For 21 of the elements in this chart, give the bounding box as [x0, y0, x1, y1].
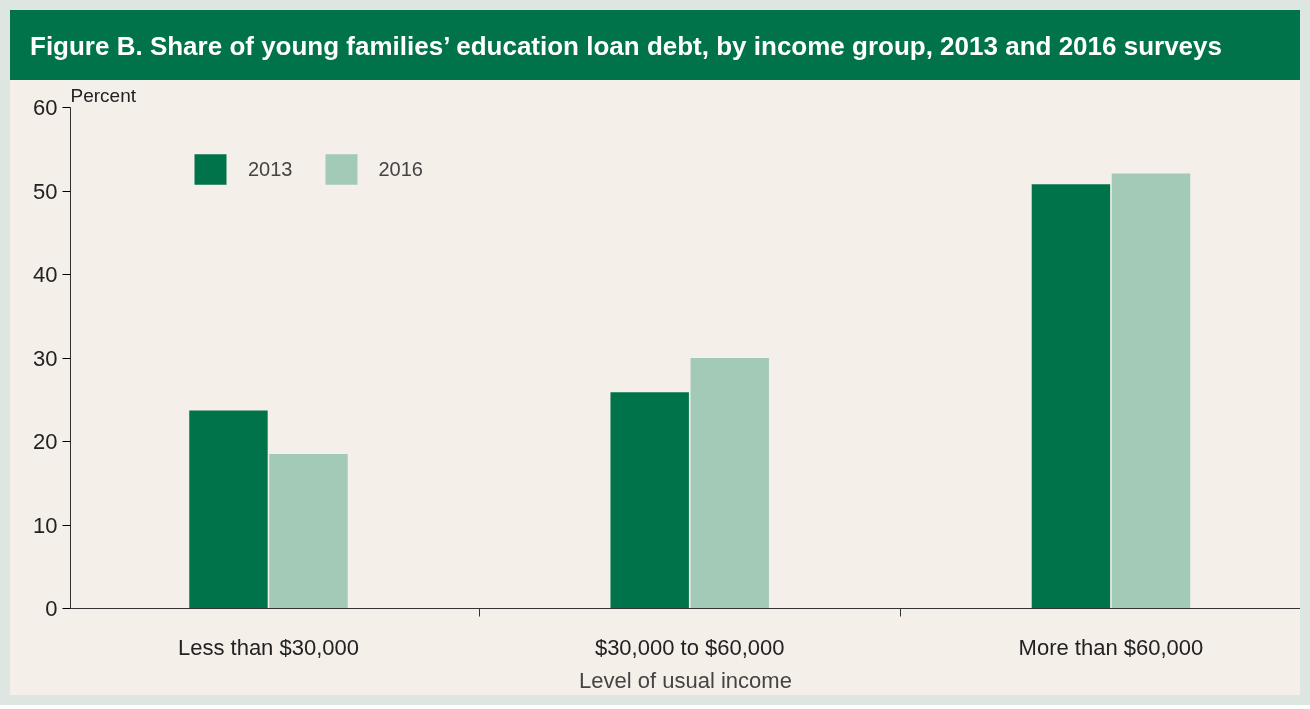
y-tick-label: 60: [33, 95, 58, 120]
y-tick-label: 50: [33, 178, 58, 204]
x-tick-label: More than $60,000: [1018, 634, 1204, 660]
x-tick-label: $30,000 to $60,000: [594, 634, 785, 660]
chart-title: Figure B. Share of young families’ education loan debt, by income group, 2013 and 2016 surveys: [30, 30, 1222, 63]
y-tick-label: 0: [45, 596, 58, 621]
bar: [189, 410, 268, 609]
x-tick-label: Less than $30,000: [177, 634, 360, 660]
bar: [269, 454, 348, 609]
y-axis-title: Percent: [70, 84, 137, 106]
bar: [1111, 173, 1191, 609]
y-tick-label: 40: [33, 262, 58, 287]
x-axis-title: Level of usual income: [579, 667, 792, 693]
bar: [610, 392, 689, 609]
legend-label: 2013: [248, 157, 293, 181]
y-tick-label: 10: [33, 512, 58, 538]
bar: [1031, 184, 1111, 609]
y-tick-label: 20: [33, 429, 58, 454]
bar: [690, 358, 769, 609]
y-tick-label: 30: [33, 345, 58, 371]
legend-label: 2016: [378, 157, 423, 181]
